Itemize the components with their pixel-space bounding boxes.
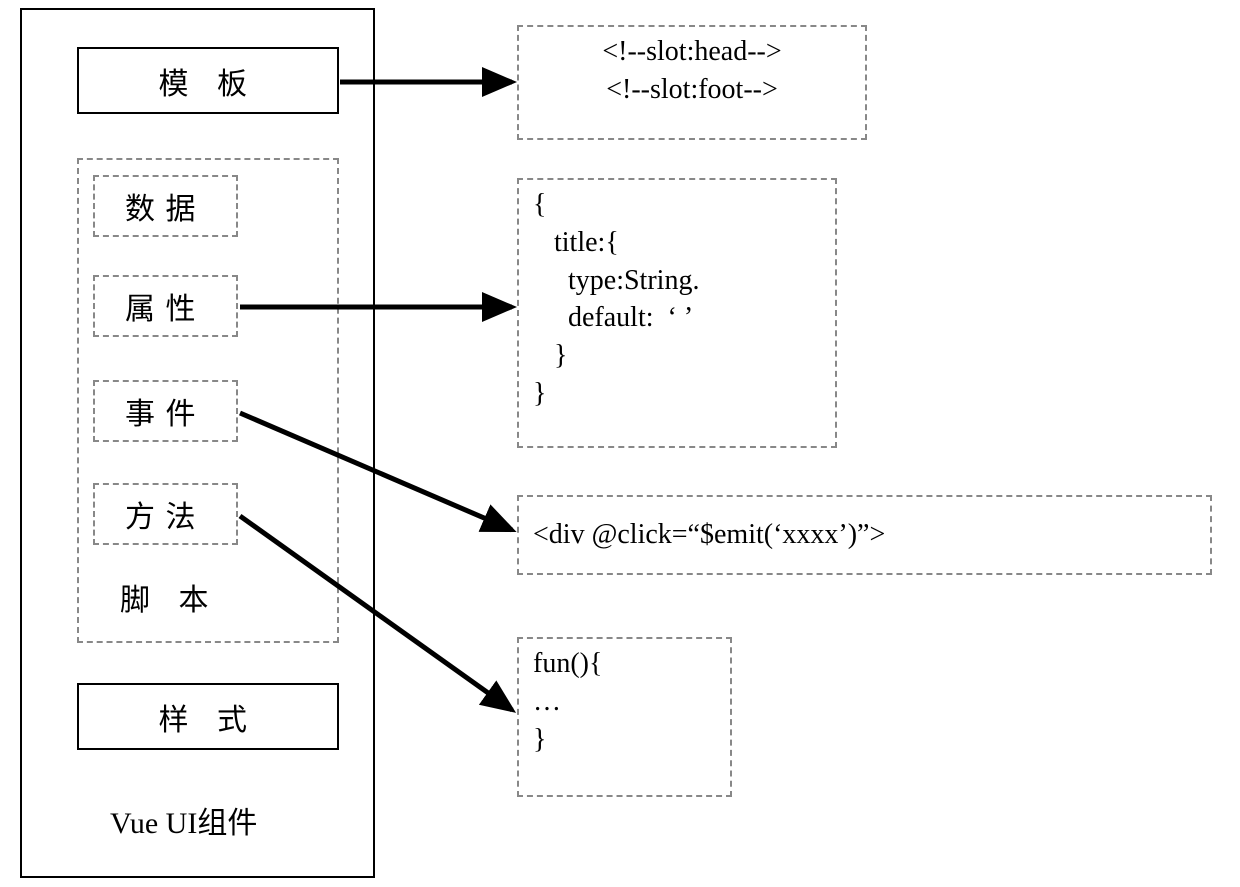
methods-box: 方法 [93,483,238,545]
methods-label: 方法 [125,492,206,536]
data-box: 数据 [93,175,238,237]
code-props-text: { title:{ type:String. default: ‘ ’ } } [533,186,699,413]
events-label: 事件 [125,389,206,433]
code-slot-text: <!--slot:head--> <!--slot:foot--> [602,33,781,109]
code-props-box: { title:{ type:String. default: ‘ ’ } } [517,178,837,448]
template-box: 模 板 [77,47,339,114]
code-event-box: <div @click=“$emit(‘xxxx’)”> [517,495,1212,575]
events-box: 事件 [93,380,238,442]
style-label: 样 式 [159,695,258,739]
props-label: 属性 [125,284,206,328]
data-label: 数据 [125,184,206,228]
template-label: 模 板 [159,59,258,103]
code-event-text: <div @click=“$emit(‘xxxx’)”> [533,516,885,554]
props-box: 属性 [93,275,238,337]
script-label: 脚 本 [120,575,219,619]
style-box: 样 式 [77,683,339,750]
code-method-box: fun(){ … } [517,637,732,797]
code-slot-box: <!--slot:head--> <!--slot:foot--> [517,25,867,140]
code-method-text: fun(){ … } [533,645,602,758]
diagram-canvas: 模 板 数据 属性 事件 方法 脚 本 样 式 Vue UI组件 <!--slo… [0,0,1240,887]
panel-title: Vue UI组件 [110,798,257,842]
